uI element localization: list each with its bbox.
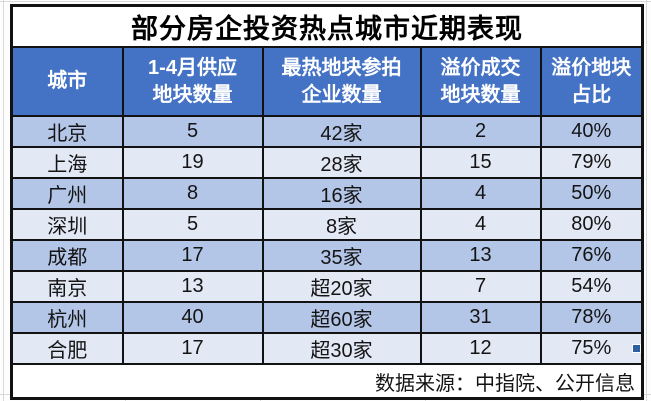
cell-premium-ratio[interactable]: 50%	[539, 177, 644, 210]
cell-premium-ratio[interactable]: 76%	[539, 239, 644, 272]
table-row: 上海 19 28家 15 79%	[10, 146, 644, 179]
cell-supply[interactable]: 13	[121, 270, 264, 303]
cell-premium-deals[interactable]: 31	[419, 301, 542, 334]
cell-city[interactable]: 成都	[10, 239, 124, 272]
table-header-row: 城市 1-4月供应 地块数量 最热地块参拍 企业数量 溢价成交 地块数量 溢价地…	[10, 46, 644, 117]
table-body: 北京 5 42家 2 40% 上海 19 28家 15 79% 广州 8 16家…	[10, 115, 644, 365]
cell-premium-ratio[interactable]: 79%	[539, 146, 644, 179]
cell-premium-deals[interactable]: 2	[419, 115, 542, 148]
table-row: 成都 17 35家 13 76%	[10, 239, 644, 272]
cell-city[interactable]: 杭州	[10, 301, 124, 334]
cell-premium-ratio[interactable]: 54%	[539, 270, 644, 303]
selection-fill-handle[interactable]	[632, 344, 641, 353]
sheet-gridline	[3, 0, 4, 401]
cell-bidders[interactable]: 8家	[261, 208, 422, 241]
cell-bidders[interactable]: 42家	[261, 115, 422, 148]
col-header-bidders[interactable]: 最热地块参拍 企业数量	[261, 46, 422, 117]
cell-supply[interactable]: 8	[121, 177, 264, 210]
table-title[interactable]: 部分房企投资热点城市近期表现	[10, 4, 644, 48]
table-footer-row: 数据来源：中指院、公开信息	[10, 363, 644, 400]
sheet-gridline	[646, 0, 647, 401]
data-table: 部分房企投资热点城市近期表现 城市 1-4月供应 地块数量 最热地块参拍 企业数…	[10, 4, 644, 400]
table-row: 广州 8 16家 4 50%	[10, 177, 644, 210]
sheet-gridline	[0, 1, 651, 2]
table-row: 合肥 17 超30家 12 75%	[10, 332, 644, 365]
table-title-row: 部分房企投资热点城市近期表现	[10, 4, 644, 48]
cell-supply[interactable]: 17	[121, 332, 264, 365]
cell-city[interactable]: 深圳	[10, 208, 124, 241]
cell-premium-ratio[interactable]: 78%	[539, 301, 644, 334]
cell-premium-ratio[interactable]: 80%	[539, 208, 644, 241]
cell-premium-deals[interactable]: 4	[419, 177, 542, 210]
cell-premium-deals[interactable]: 13	[419, 239, 542, 272]
cell-premium-ratio[interactable]: 75%	[539, 332, 644, 365]
cell-city[interactable]: 北京	[10, 115, 124, 148]
cell-city[interactable]: 广州	[10, 177, 124, 210]
cell-bidders[interactable]: 16家	[261, 177, 422, 210]
cell-supply[interactable]: 5	[121, 208, 264, 241]
cell-city[interactable]: 合肥	[10, 332, 124, 365]
cell-supply[interactable]: 19	[121, 146, 264, 179]
col-header-city[interactable]: 城市	[10, 46, 124, 117]
cell-premium-deals[interactable]: 7	[419, 270, 542, 303]
col-header-premium-deals[interactable]: 溢价成交 地块数量	[419, 46, 542, 117]
cell-bidders[interactable]: 超30家	[261, 332, 422, 365]
cell-supply[interactable]: 40	[121, 301, 264, 334]
cell-premium-deals[interactable]: 15	[419, 146, 542, 179]
col-header-premium-ratio[interactable]: 溢价地块 占比	[539, 46, 644, 117]
cell-premium-deals[interactable]: 12	[419, 332, 542, 365]
cell-supply[interactable]: 17	[121, 239, 264, 272]
cell-premium-ratio[interactable]: 40%	[539, 115, 644, 148]
cell-bidders[interactable]: 35家	[261, 239, 422, 272]
cell-bidders[interactable]: 超20家	[261, 270, 422, 303]
cell-bidders[interactable]: 超60家	[261, 301, 422, 334]
table-row: 杭州 40 超60家 31 78%	[10, 301, 644, 334]
table-row: 北京 5 42家 2 40%	[10, 115, 644, 148]
cell-bidders[interactable]: 28家	[261, 146, 422, 179]
cell-city[interactable]: 南京	[10, 270, 124, 303]
table-row: 深圳 5 8家 4 80%	[10, 208, 644, 241]
table-row: 南京 13 超20家 7 54%	[10, 270, 644, 303]
cell-city[interactable]: 上海	[10, 146, 124, 179]
col-header-supply[interactable]: 1-4月供应 地块数量	[121, 46, 264, 117]
cell-supply[interactable]: 5	[121, 115, 264, 148]
cell-premium-deals[interactable]: 4	[419, 208, 542, 241]
source-note[interactable]: 数据来源：中指院、公开信息	[10, 363, 644, 400]
